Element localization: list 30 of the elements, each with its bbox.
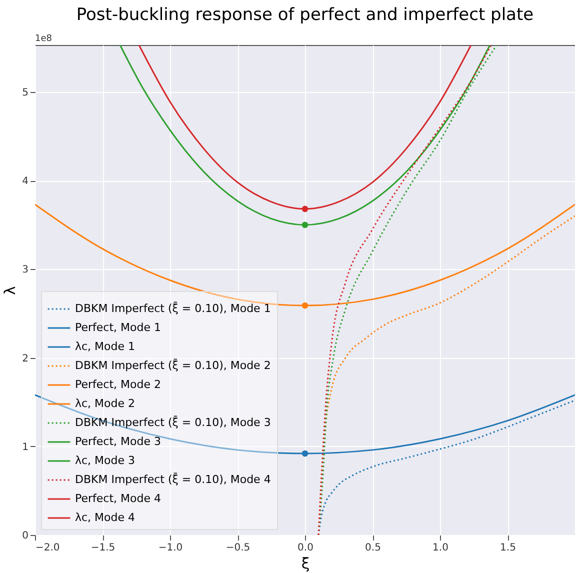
x-axis-title: ξ [301,554,310,572]
x-tick-label: −1.0 [158,542,183,554]
y-tick-label: 3 [22,264,28,276]
x-tick-label: −2.0 [36,542,60,554]
legend-label: λc, Mode 4 [75,511,136,524]
x-tick-label: 0.0 [298,542,314,554]
x-tick-label: 1.0 [432,542,448,554]
y-tick-label: 4 [22,176,28,188]
y-axis-title: λ [1,286,20,295]
legend-label: DBKM Imperfect (ξ̄ = 0.10), Mode 3 [75,414,271,429]
legend-label: DBKM Imperfect (ξ̄ = 0.10), Mode 1 [75,300,271,315]
y-tick-label: 1 [22,442,28,453]
x-tick-label: −1.5 [90,542,116,554]
legend-label: λc, Mode 1 [75,340,136,353]
y-tick-label: 5 [22,87,28,98]
legend-label: λc, Mode 3 [75,454,136,467]
legend-label: λc, Mode 2 [75,397,136,410]
x-tick-label: 1.5 [500,542,516,554]
y-tick-label: 2 [22,353,28,364]
x-tick-label: 0.5 [365,542,381,554]
legend-label: Perfect, Mode 2 [75,378,161,391]
legend-label: DBKM Imperfect (ξ̄ = 0.10), Mode 2 [75,358,271,372]
y-tick-label: 0 [22,530,28,542]
legend-label: Perfect, Mode 4 [75,492,161,505]
chart-title: Post-buckling response of perfect and imperfect plate [76,5,534,25]
text: 1e8 [35,34,52,44]
legend-label: DBKM Imperfect (ξ̄ = 0.10), Mode 4 [75,472,271,486]
legend-label: Perfect, Mode 1 [75,321,161,334]
x-tick-label: −0.5 [226,542,250,554]
legend-label: Perfect, Mode 3 [75,435,161,448]
